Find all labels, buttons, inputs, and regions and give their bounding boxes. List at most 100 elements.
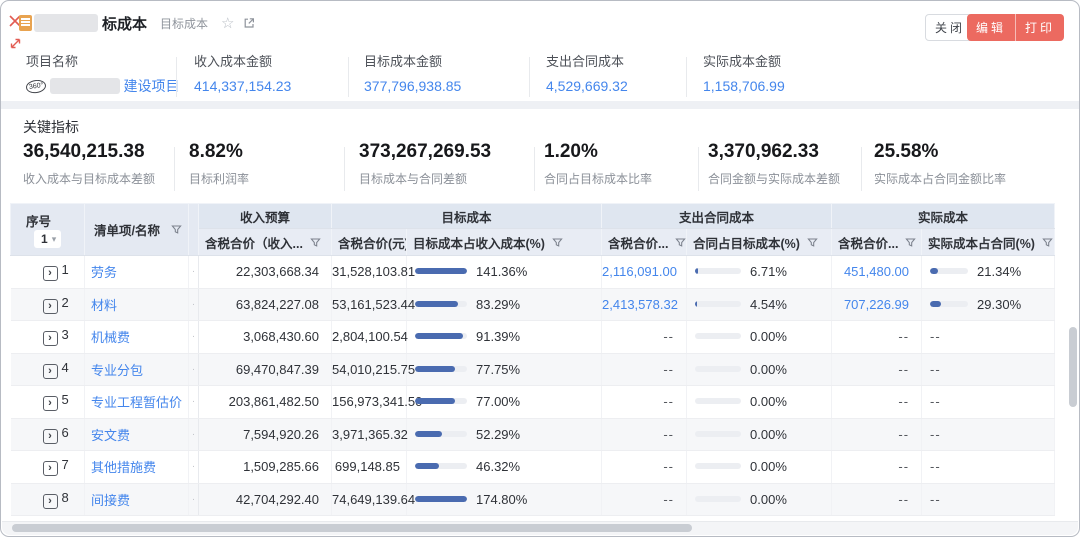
income-amount: 22,303,668.34 [198, 255, 332, 289]
actual-percent-cell: -- [921, 353, 1056, 386]
key-indicators-title: 关键指标 [23, 119, 79, 135]
expand-row-icon[interactable]: › [42, 331, 58, 347]
filter-icon[interactable] [171, 224, 182, 235]
indicator-label: 目标利润率 [189, 172, 250, 186]
expand-row-icon[interactable]: › [42, 298, 58, 314]
contract-amount-link[interactable]: 2,413,578.32 [601, 288, 688, 321]
horizontal-scrollbar-thumb[interactable] [12, 524, 692, 532]
metric-label: 支出合同成本 [546, 54, 625, 69]
action-button-group: 编辑 打印 [966, 14, 1064, 41]
col-subheader[interactable]: 含税合价（收入... [198, 228, 332, 256]
actual-amount-link[interactable]: 451,480.00 [831, 255, 923, 289]
key-indicators-section: 关键指标 36,540,215.38 收入成本与目标成本差额 8.82% 目标利… [1, 109, 1079, 203]
target-percent-cell: 46.32% [406, 450, 603, 484]
project-label: 项目名称 [26, 54, 79, 69]
frozen-col-cell: · [188, 320, 199, 354]
row-seq: › 2 [10, 288, 85, 321]
indicator-value: 36,540,215.38 [23, 141, 145, 162]
target-percent-cell: 141.36% [406, 255, 603, 289]
item-name-link[interactable]: 专业工程暂估价 [84, 385, 189, 419]
actual-amount-link: -- [831, 320, 923, 354]
expand-row-icon[interactable]: › [42, 363, 58, 379]
target-amount: 2,804,100.54 [331, 320, 408, 354]
filter-icon[interactable] [1042, 237, 1053, 248]
target-amount: 31,528,103.81 [331, 255, 415, 289]
filter-icon[interactable] [807, 237, 818, 248]
table-row: › 6 安文费 · 7,594,920.26 3,971,365.32 52.29% -- 0.… [10, 418, 1056, 451]
divider [174, 147, 175, 191]
horizontal-scrollbar[interactable] [2, 521, 1078, 535]
row-seq: › 6 [10, 418, 85, 451]
filter-icon[interactable] [310, 237, 321, 248]
contract-amount-link[interactable]: 2,116,091.00 [601, 255, 688, 289]
frozen-col-cell: · [188, 450, 199, 484]
indicator-value: 25.58% [874, 141, 939, 162]
expand-row-icon[interactable]: › [42, 493, 58, 509]
contract-amount-link: -- [601, 418, 688, 451]
item-name-link[interactable]: 机械费 [84, 320, 189, 354]
target-percent-cell: 77.75% [406, 353, 603, 386]
target-amount: 54,010,215.75 [331, 353, 415, 386]
actual-amount-link: -- [831, 483, 923, 516]
contract-percent-cell: 0.00% [686, 483, 833, 516]
frozen-col-cell: · [188, 418, 199, 451]
close-icon[interactable] [8, 14, 22, 28]
favorite-star-icon[interactable]: ☆ [221, 14, 235, 32]
contract-amount-link: -- [601, 483, 688, 516]
col-subheader[interactable]: 含税合价... [601, 228, 688, 256]
col-subheader[interactable]: 实际成本占合同(%) [921, 228, 1056, 256]
print-button[interactable]: 打印 [1014, 14, 1064, 41]
target-percent-cell: 83.29% [406, 288, 603, 321]
filter-icon[interactable] [552, 237, 563, 248]
income-amount: 1,509,285.66 [198, 450, 332, 484]
actual-amount-link[interactable]: 707,226.99 [831, 288, 923, 321]
col-header-name[interactable]: 清单项/名称 [84, 203, 189, 256]
expand-row-icon[interactable]: › [42, 266, 58, 282]
project-name-link[interactable]: 建设项目 [123, 78, 180, 94]
item-name-link[interactable]: 间接费 [84, 483, 189, 516]
contract-percent-cell: 0.00% [686, 353, 833, 386]
close-button[interactable]: 关闭 [924, 14, 975, 41]
col-subheader[interactable]: 含税合价... [831, 228, 923, 256]
vertical-scrollbar-thumb[interactable] [1069, 327, 1077, 407]
indicator-value: 8.82% [189, 141, 243, 162]
filter-icon[interactable] [675, 237, 686, 248]
actual-amount-link: -- [831, 385, 923, 419]
income-amount: 42,704,292.40 [198, 483, 332, 516]
target-amount: 53,161,523.44 [331, 288, 415, 321]
item-name-link[interactable]: 其他措施费 [84, 450, 189, 484]
divider [348, 57, 349, 97]
external-link-icon[interactable] [243, 17, 255, 29]
item-name-link[interactable]: 安文费 [84, 418, 189, 451]
expand-row-icon[interactable]: › [42, 461, 58, 477]
key-indicator: 3,370,962.33 合同金额与实际成本差额 [708, 141, 840, 187]
expand-row-icon[interactable]: › [42, 428, 58, 444]
frozen-col-cell: · [188, 255, 199, 289]
item-name-link[interactable]: 专业分包 [84, 353, 189, 386]
key-indicator: 1.20% 合同占目标成本比率 [544, 141, 652, 187]
contract-percent-cell: 0.00% [686, 418, 833, 451]
seq-level-select[interactable]: 1 ▾ [34, 230, 62, 248]
project-column: 项目名称 360° 建设项目 [25, 45, 180, 96]
document-icon [19, 15, 32, 31]
summary-metric: 目标成本金额 377,796,938.85 [364, 45, 461, 94]
target-amount: 3,971,365.32 [331, 418, 408, 451]
cost-table: 序号1 ▾ 清单项/名称 收入预算 目标成本 支出合同成本 实际成本 含税合价（收入... 含税… [10, 203, 1056, 516]
edit-button[interactable]: 编辑 [975, 21, 1006, 35]
expand-row-icon[interactable]: › [42, 396, 58, 412]
divider [344, 147, 345, 191]
summary-metric: 实际成本金额 1,158,706.99 [703, 45, 785, 94]
income-amount: 7,594,920.26 [198, 418, 332, 451]
item-name-link[interactable]: 劳务 [84, 255, 189, 289]
resize-diagonal-icon[interactable] [9, 37, 22, 50]
col-subheader[interactable]: 含税合价(元) [331, 228, 407, 256]
col-subheader[interactable]: 目标成本占收入成本(%) [405, 228, 603, 256]
indicator-label: 合同占目标成本比率 [544, 172, 653, 186]
filter-icon[interactable] [905, 237, 917, 248]
indicator-value: 3,370,962.33 [708, 141, 819, 162]
row-seq: › 7 [10, 450, 85, 484]
col-subheader[interactable]: 合同占目标成本(%) [686, 228, 833, 256]
target-percent-cell: 52.29% [406, 418, 603, 451]
item-name-link[interactable]: 材料 [84, 288, 189, 321]
actual-amount-link: -- [831, 353, 923, 386]
